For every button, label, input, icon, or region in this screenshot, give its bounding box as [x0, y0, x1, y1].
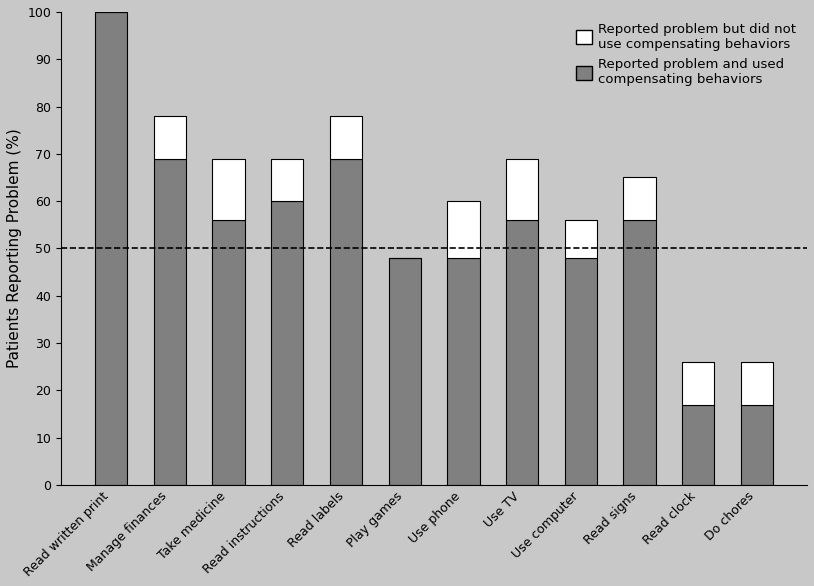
Bar	[682, 404, 715, 485]
Bar	[565, 258, 597, 485]
Bar	[506, 159, 538, 220]
Bar	[388, 258, 421, 485]
Bar	[154, 116, 186, 159]
Bar	[447, 258, 479, 485]
Bar	[506, 220, 538, 485]
Bar	[741, 404, 773, 485]
Bar	[271, 201, 304, 485]
Bar	[682, 362, 715, 404]
Bar	[154, 159, 186, 485]
Bar	[95, 12, 127, 485]
Bar	[330, 116, 362, 159]
Bar	[271, 159, 304, 201]
Y-axis label: Patients Reporting Problem (%): Patients Reporting Problem (%)	[7, 128, 22, 369]
Bar	[212, 220, 245, 485]
Bar	[741, 362, 773, 404]
Bar	[565, 220, 597, 258]
Legend: Reported problem but did not
use compensating behaviors, Reported problem and us: Reported problem but did not use compens…	[572, 19, 800, 90]
Bar	[447, 201, 479, 258]
Bar	[624, 220, 656, 485]
Bar	[624, 178, 656, 220]
Bar	[212, 159, 245, 220]
Bar	[330, 159, 362, 485]
